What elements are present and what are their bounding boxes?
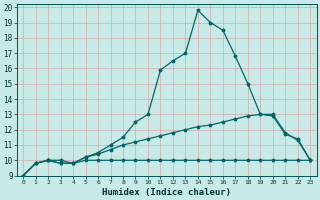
X-axis label: Humidex (Indice chaleur): Humidex (Indice chaleur) bbox=[102, 188, 231, 197]
